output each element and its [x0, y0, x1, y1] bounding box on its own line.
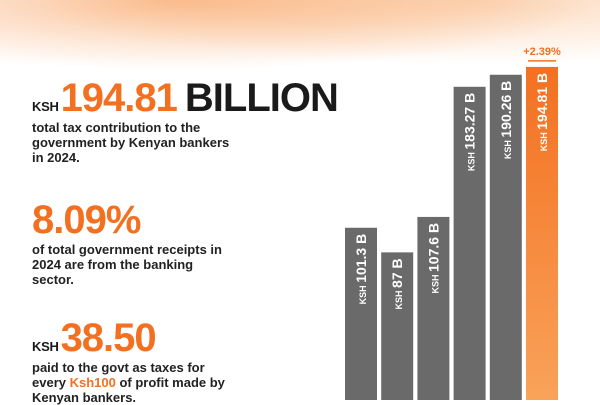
- bar-6: [526, 66, 558, 400]
- header-glow: [0, 0, 600, 70]
- receipts-share-value: 8.09%: [32, 198, 141, 242]
- bar-label-5: KSH 190.26 B: [498, 81, 514, 159]
- per-100-value: 38.50: [60, 316, 157, 360]
- per-100-prefix: KSH: [32, 339, 59, 354]
- bar-label-1: KSH 101.3 B: [353, 234, 369, 305]
- bar-label-4: KSH 183.27 B: [462, 93, 478, 171]
- bar-label-3: KSH 107.6 B: [425, 223, 441, 294]
- bar-label-6: KSH 194.81 B: [534, 73, 550, 151]
- bar-3: [417, 216, 450, 400]
- bar-4: [453, 86, 486, 400]
- tax-total-description: total tax contribution to the government…: [32, 120, 230, 165]
- stat-tax-total: KSH 194.81 BILLION total tax contributio…: [32, 76, 339, 165]
- tax-total-value: 194.81: [60, 76, 178, 120]
- tax-total-unit: BILLION: [184, 76, 339, 120]
- bar-label-2: KSH 87 B: [389, 258, 405, 309]
- bar-1: [345, 227, 377, 400]
- growth-annotation: +2.39%: [523, 46, 561, 58]
- bar-2: [381, 252, 414, 400]
- stat-receipts-share: 8.09% of total government receipts in 20…: [32, 200, 232, 287]
- bar-5: [489, 74, 522, 400]
- receipts-share-description: of total government receipts in 2024 are…: [32, 242, 222, 287]
- tax-total-prefix: KSH: [32, 99, 59, 114]
- per-100-desc-before: paid to the govt as taxes for every: [32, 360, 205, 390]
- per-100-desc-highlight: Ksh100: [69, 375, 116, 390]
